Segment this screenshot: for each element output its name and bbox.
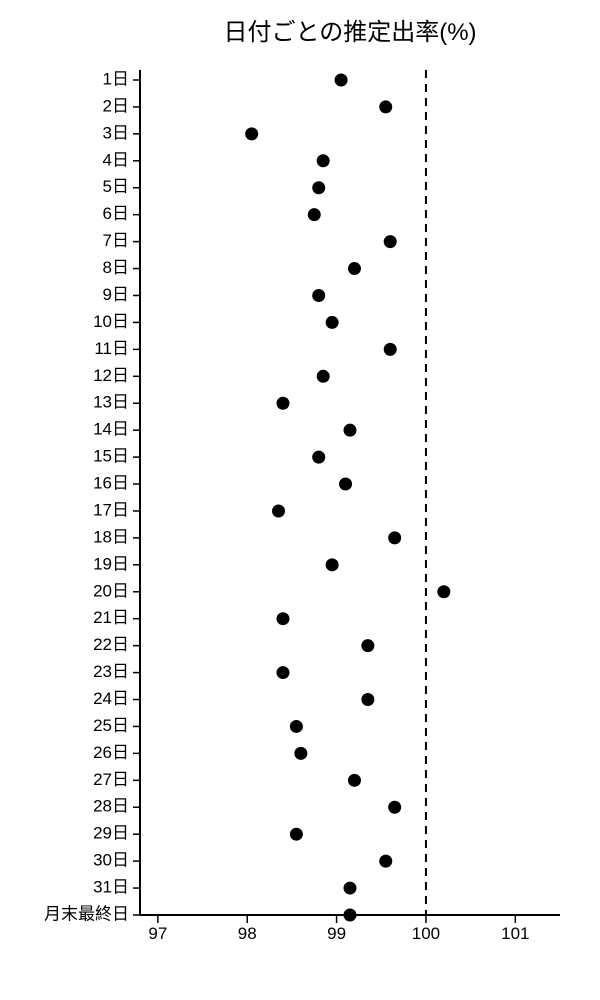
x-axis-label: 99	[327, 924, 346, 943]
data-point	[348, 262, 361, 275]
data-point	[344, 909, 357, 922]
y-axis-label: 1日	[103, 69, 129, 88]
y-axis-label: 18日	[93, 527, 129, 546]
data-point	[361, 639, 374, 652]
y-axis-label: 月末最終日	[44, 904, 129, 923]
data-point	[272, 504, 285, 517]
y-axis-label: 4日	[103, 150, 129, 169]
data-point	[290, 828, 303, 841]
data-point	[326, 316, 339, 329]
y-axis-label: 13日	[93, 393, 129, 412]
data-point	[384, 343, 397, 356]
data-point	[326, 558, 339, 571]
x-axis-label: 101	[501, 924, 529, 943]
y-axis-label: 24日	[93, 689, 129, 708]
y-axis-label: 14日	[93, 420, 129, 439]
y-axis-label: 19日	[93, 554, 129, 573]
data-point	[344, 424, 357, 437]
y-axis-label: 11日	[94, 339, 129, 358]
y-axis-label: 2日	[103, 96, 129, 115]
y-axis-label: 25日	[93, 716, 129, 735]
data-point	[312, 289, 325, 302]
data-point	[290, 720, 303, 733]
y-axis-label: 21日	[93, 608, 129, 627]
scatter-chart: 日付ごとの推定出率(%) 1日 2日 3日 4日 5日 6日 7日 8日 9日 10日 11日 12日 1…	[0, 0, 600, 1000]
y-axis-label: 5日	[103, 177, 129, 196]
data-point	[276, 666, 289, 679]
y-axis-label: 8日	[103, 258, 129, 277]
data-point	[312, 451, 325, 464]
data-point	[276, 397, 289, 410]
x-axis-label: 97	[148, 924, 167, 943]
data-point	[437, 585, 450, 598]
y-axis-label: 27日	[93, 770, 129, 789]
data-point	[348, 774, 361, 787]
data-point	[312, 181, 325, 194]
y-axis-label: 12日	[93, 366, 129, 385]
y-axis-label: 28日	[93, 797, 129, 816]
data-point	[379, 855, 392, 868]
y-axis-label: 10日	[93, 312, 129, 331]
y-axis-label: 30日	[93, 851, 129, 870]
y-axis-label: 31日	[93, 878, 129, 897]
data-point	[335, 74, 348, 87]
y-axis-label: 23日	[93, 662, 129, 681]
data-point	[339, 478, 352, 491]
data-point	[344, 882, 357, 895]
x-axis-label: 98	[238, 924, 257, 943]
y-axis-label: 16日	[93, 474, 129, 493]
y-axis-label: 6日	[103, 204, 129, 223]
data-point	[245, 127, 258, 140]
data-point	[317, 154, 330, 167]
y-axis-label: 20日	[93, 581, 129, 600]
y-axis-label: 3日	[103, 123, 129, 142]
y-axis-label: 29日	[93, 824, 129, 843]
data-point	[388, 801, 401, 814]
data-point	[308, 208, 321, 221]
data-point	[361, 693, 374, 706]
x-axis-label: 100	[412, 924, 440, 943]
data-point	[379, 100, 392, 113]
y-axis-label: 22日	[93, 635, 129, 654]
data-point	[388, 531, 401, 544]
y-axis-label: 26日	[93, 743, 129, 762]
chart-title: 日付ごとの推定出率(%)	[223, 19, 476, 46]
y-axis-label: 9日	[103, 285, 129, 304]
data-point	[294, 747, 307, 760]
data-point	[317, 370, 330, 383]
y-axis-label: 17日	[93, 500, 129, 519]
y-axis-label: 7日	[103, 231, 129, 250]
chart-container: 日付ごとの推定出率(%) 1日 2日 3日 4日 5日 6日 7日 8日 9日 10日 11日 12日 1…	[0, 0, 600, 1000]
y-axis-label: 15日	[93, 447, 129, 466]
data-point	[384, 235, 397, 248]
data-point	[276, 612, 289, 625]
